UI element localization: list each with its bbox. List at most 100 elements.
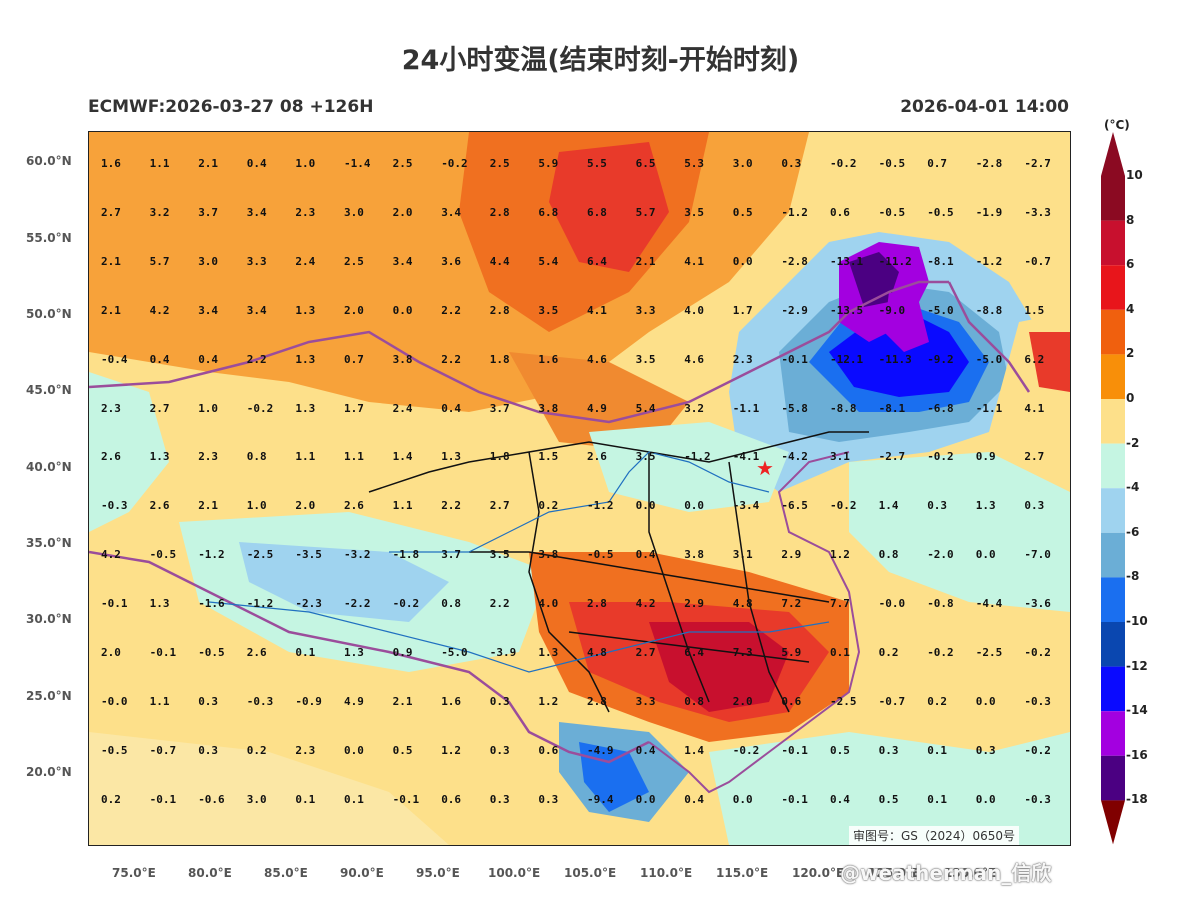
grid-value: 2.0	[101, 646, 121, 659]
grid-value: 2.7	[1024, 450, 1045, 464]
lat-label-55: 55.0°N	[26, 231, 72, 245]
grid-value: -0.2	[927, 450, 954, 464]
grid-value: -0.4	[101, 352, 128, 366]
grid-value: -0.7	[878, 694, 906, 708]
grid-value: 2.3	[295, 743, 316, 757]
grid-value: -1.2	[246, 597, 274, 611]
grid-value: 6.2	[1024, 352, 1045, 366]
colorbar-label: -16	[1126, 747, 1148, 762]
lon-label-100: 100.0°E	[488, 866, 541, 880]
grid-value: -5.0	[927, 303, 954, 317]
grid-value: -3.4	[732, 499, 760, 513]
grid-value: 2.7	[489, 499, 510, 513]
grid-value: -6.8	[927, 401, 954, 415]
colorbar-block	[1101, 443, 1125, 489]
temperature-change-map	[88, 131, 1071, 846]
grid-value: 4.1	[587, 303, 607, 317]
grid-value: 3.8	[684, 548, 705, 562]
grid-value: 1.0	[295, 157, 316, 170]
grid-value: 0.6	[781, 694, 802, 708]
grid-value: 0.2	[538, 499, 559, 513]
grid-value: -1.4	[344, 157, 371, 170]
grid-value: 4.0	[538, 597, 559, 611]
grid-value: 0.3	[878, 743, 899, 757]
grid-value: 1.3	[538, 646, 559, 659]
grid-value: 0.0	[975, 548, 996, 562]
grid-value: -2.0	[927, 548, 954, 562]
grid-value: 0.0	[732, 792, 753, 806]
grid-value: -11.3	[878, 352, 912, 366]
grid-value: -3.5	[295, 548, 322, 562]
grid-value: 0.6	[830, 205, 850, 219]
grid-value: -13.5	[830, 303, 864, 317]
colorbar-block	[1101, 711, 1125, 756]
grid-value: -0.2	[927, 646, 954, 659]
grid-value: 0.8	[878, 548, 899, 562]
grid-value: -0.3	[1024, 694, 1051, 708]
colorbar-bottom-extension	[1101, 800, 1125, 845]
grid-value: 1.7	[344, 401, 364, 415]
colorbar-label: 10	[1126, 168, 1143, 182]
grid-value: -8.1	[878, 401, 906, 415]
grid-value: 6.8	[587, 205, 607, 219]
grid-value: -0.5	[587, 548, 614, 562]
grid-value: 0.7	[344, 352, 364, 366]
grid-value: -0.1	[101, 597, 128, 611]
grid-value: 0.0	[732, 254, 753, 268]
grid-value: 2.0	[732, 694, 753, 708]
lat-label-45: 45.0°N	[26, 383, 72, 397]
grid-value: 1.4	[684, 743, 705, 757]
lon-label-115: 115.0°E	[716, 866, 769, 880]
grid-value: -0.2	[1024, 743, 1051, 757]
grid-value: -0.5	[878, 157, 906, 170]
colorbar-block	[1101, 265, 1125, 310]
grid-value: 2.1	[635, 254, 656, 268]
grid-value: -2.3	[295, 597, 322, 611]
grid-value: 3.7	[441, 548, 462, 562]
colorbar-label: 6	[1126, 257, 1135, 272]
grid-value: 3.4	[441, 205, 462, 219]
grid-value: 5.9	[538, 157, 559, 170]
grid-value: 2.0	[392, 205, 413, 219]
grid-value: -8.1	[927, 254, 954, 268]
grid-value: -1.1	[732, 401, 760, 415]
grid-value: 3.0	[344, 205, 364, 219]
grid-value: 3.0	[246, 792, 267, 806]
chart-title: 24小时变温(结束时刻-开始时刻)	[401, 45, 800, 76]
grid-value: 1.2	[441, 743, 462, 757]
grid-value: -5.8	[781, 401, 808, 415]
grid-value: 3.4	[198, 303, 219, 317]
colorbar-block	[1101, 488, 1125, 533]
grid-value: -0.3	[1024, 792, 1051, 806]
grid-value: -9.4	[587, 792, 614, 806]
grid-value: 0.3	[489, 694, 510, 708]
grid-value: 0.1	[830, 646, 850, 659]
grid-value: -0.8	[927, 597, 954, 611]
grid-value: 1.1	[295, 450, 316, 464]
colorbar-label: 2	[1126, 346, 1135, 361]
lon-label-105: 105.0°E	[564, 866, 617, 880]
grid-value: 2.2	[489, 597, 510, 611]
grid-value: 3.6	[441, 254, 462, 268]
grid-value: -1.9	[975, 205, 1003, 219]
grid-value: 0.0	[975, 792, 996, 806]
grid-value: 2.7	[149, 401, 170, 415]
colorbar-block	[1101, 622, 1125, 667]
grid-value: 1.3	[149, 597, 170, 611]
grid-value: 0.5	[732, 205, 753, 219]
grid-value: 3.5	[489, 548, 510, 562]
grid-value: 0.5	[392, 743, 413, 757]
grid-value: -1.2	[781, 205, 808, 219]
grid-value: 4.6	[587, 352, 607, 366]
grid-value: 3.3	[635, 303, 656, 317]
colorbar	[1101, 132, 1125, 845]
grid-value: -0.2	[441, 157, 468, 170]
lon-label-95: 95.0°E	[416, 866, 460, 880]
grid-value: 4.9	[344, 694, 364, 708]
grid-value: -0.3	[246, 694, 274, 708]
colorbar-label: -6	[1126, 524, 1140, 539]
lon-label-80: 80.0°E	[188, 866, 232, 880]
grid-value: 4.1	[684, 254, 705, 268]
grid-value: -2.9	[781, 303, 808, 317]
grid-value: 3.4	[246, 303, 267, 317]
